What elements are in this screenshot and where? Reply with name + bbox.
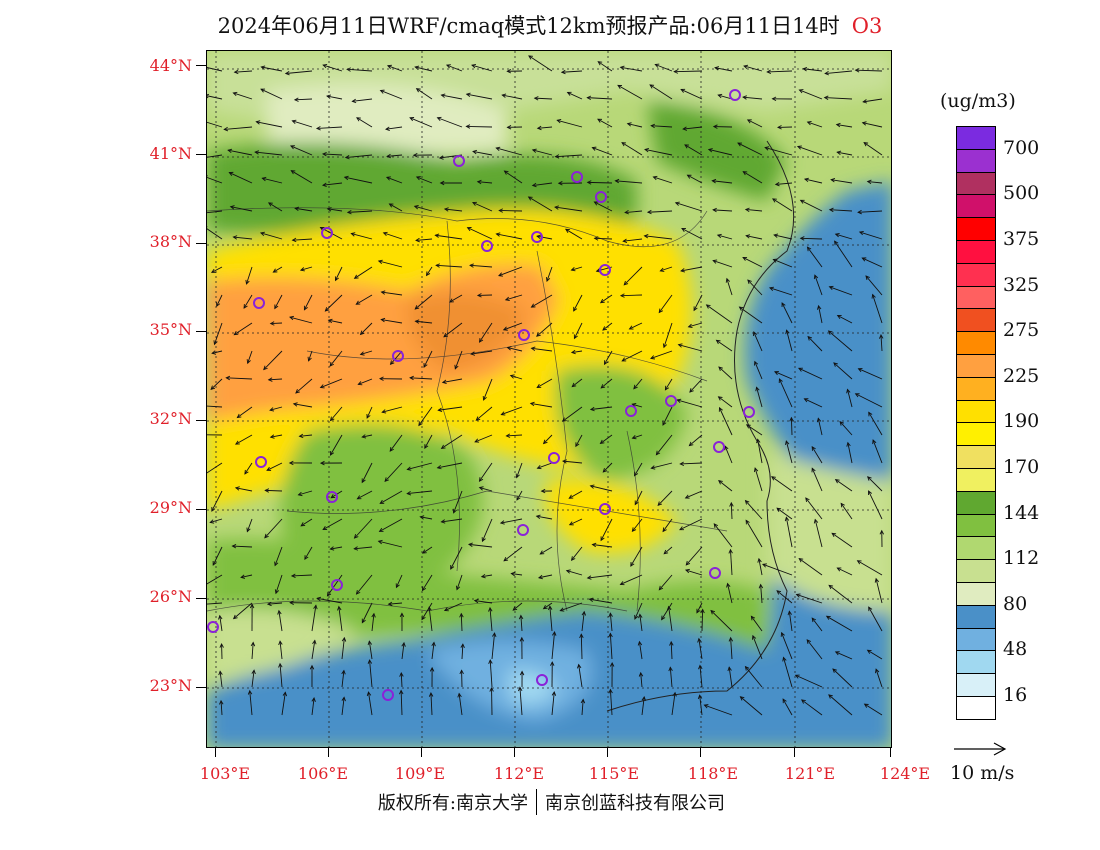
legend-label: 190	[1003, 410, 1040, 433]
map-title: 2024年06月11日WRF/cmaq模式12km预报产品:06月11日14时 O…	[0, 10, 1100, 40]
legend-swatch	[956, 695, 996, 720]
legend-swatch	[956, 467, 996, 491]
lon-tick	[890, 748, 891, 757]
vector-key: 10 m/s	[950, 738, 1014, 784]
map-canvas	[207, 51, 891, 747]
legend-swatch	[956, 353, 996, 377]
lon-label-106: 106°E	[297, 764, 349, 783]
legend-swatch	[956, 239, 996, 263]
lat-tick	[196, 509, 206, 510]
vector-key-arrow-icon	[954, 742, 1007, 756]
legend-unit: (ug/m3)	[940, 90, 1016, 112]
wind-vector-field	[207, 55, 885, 716]
legend-label: 700	[1003, 136, 1040, 159]
lon-label-121: 121°E	[784, 764, 836, 783]
legend-swatch	[956, 217, 996, 240]
legend-swatch	[956, 581, 996, 605]
legend-swatch	[956, 148, 996, 172]
legend-label: 112	[1003, 547, 1040, 570]
lon-tick	[700, 748, 701, 757]
legend-swatch	[956, 513, 996, 537]
legend-swatch	[956, 376, 996, 400]
lat-label-35: 35°N	[149, 320, 192, 339]
lat-label-29: 29°N	[149, 498, 192, 517]
lon-label-115: 115°E	[588, 764, 640, 783]
title-text: 2024年06月11日WRF/cmaq模式12km预报产品:06月11日14时	[217, 14, 840, 38]
legend-swatch	[956, 536, 996, 560]
lat-label-38: 38°N	[149, 232, 192, 251]
legend-label: 225	[1003, 364, 1040, 387]
lat-label-41: 41°N	[149, 144, 192, 163]
lon-tick	[514, 748, 515, 757]
legend-swatch	[956, 285, 996, 309]
legend-label: 80	[1003, 592, 1028, 615]
legend-label: 375	[1003, 228, 1040, 250]
vector-key-label: 10 m/s	[950, 762, 1015, 784]
lat-label-44: 44°N	[149, 56, 192, 75]
legend-swatch	[956, 650, 996, 674]
lat-tick	[196, 598, 206, 599]
legend-swatch	[956, 673, 996, 696]
legend-swatch	[956, 490, 996, 514]
legend-label: 48	[1003, 638, 1028, 661]
legend-swatch	[956, 559, 996, 582]
legend-swatch	[956, 262, 996, 286]
lat-label-32: 32°N	[149, 409, 192, 428]
legend-swatch	[956, 331, 996, 354]
lon-tick	[607, 748, 608, 757]
legend-label: 325	[1003, 273, 1040, 296]
lat-tick	[196, 65, 206, 66]
legend-swatch	[956, 445, 996, 468]
legend-swatch	[956, 194, 996, 218]
legend-label: 16	[1003, 684, 1028, 706]
legend-label: 170	[1003, 456, 1040, 478]
lon-label-109: 109°E	[394, 764, 446, 783]
lon-tick	[794, 748, 795, 757]
lon-tick	[421, 748, 422, 757]
legend-swatch	[956, 126, 996, 149]
legend-swatch	[956, 171, 996, 195]
color-legend	[956, 126, 996, 720]
legend-swatch	[956, 604, 996, 628]
lat-tick	[196, 420, 206, 421]
lon-label-118: 118°E	[687, 764, 739, 783]
species-label: O3	[851, 14, 883, 38]
lon-label-124: 124°E	[879, 764, 931, 783]
city-markers	[207, 89, 755, 701]
copyright-right: 南京创蓝科技有限公司	[545, 793, 725, 814]
lon-tick	[328, 748, 329, 757]
legend-label: 275	[1003, 319, 1040, 342]
lon-tick	[215, 748, 216, 757]
lat-label-26: 26°N	[149, 587, 192, 606]
lat-tick	[196, 154, 206, 155]
legend-swatch	[956, 308, 996, 332]
legend-swatch	[956, 399, 996, 423]
legend-swatch	[956, 627, 996, 651]
lat-tick	[196, 687, 206, 688]
footer-separator	[536, 789, 537, 815]
lat-tick	[196, 243, 206, 244]
lon-label-103: 103°E	[199, 764, 251, 783]
lon-label-112: 112°E	[493, 764, 545, 783]
legend-label: 500	[1003, 182, 1040, 205]
lat-tick	[196, 331, 206, 332]
legend-swatch	[956, 422, 996, 446]
legend-label: 144	[1003, 501, 1040, 524]
o3-forecast-map[interactable]	[206, 50, 892, 748]
lat-label-23: 23°N	[149, 676, 192, 695]
copyright-left: 版权所有:南京大学	[377, 793, 528, 814]
